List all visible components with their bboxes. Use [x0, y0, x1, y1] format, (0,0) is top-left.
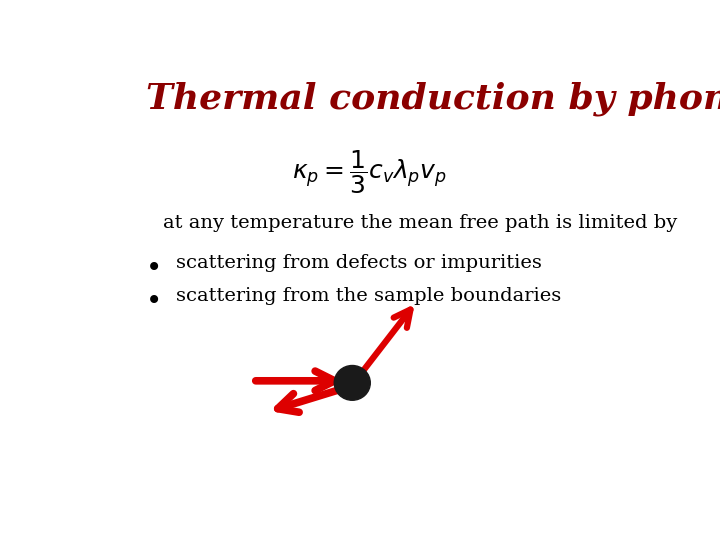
- Text: •: •: [145, 254, 162, 282]
- Text: scattering from the sample boundaries: scattering from the sample boundaries: [176, 287, 562, 305]
- Text: scattering from defects or impurities: scattering from defects or impurities: [176, 254, 542, 272]
- Text: at any temperature the mean free path is limited by: at any temperature the mean free path is…: [163, 214, 677, 233]
- Ellipse shape: [334, 366, 370, 400]
- Text: $\kappa_p = \dfrac{1}{3} c_v \lambda_p v_p$: $\kappa_p = \dfrac{1}{3} c_v \lambda_p v…: [292, 148, 446, 196]
- Text: •: •: [145, 287, 162, 315]
- Text: Thermal conduction by phonons: Thermal conduction by phonons: [145, 82, 720, 116]
